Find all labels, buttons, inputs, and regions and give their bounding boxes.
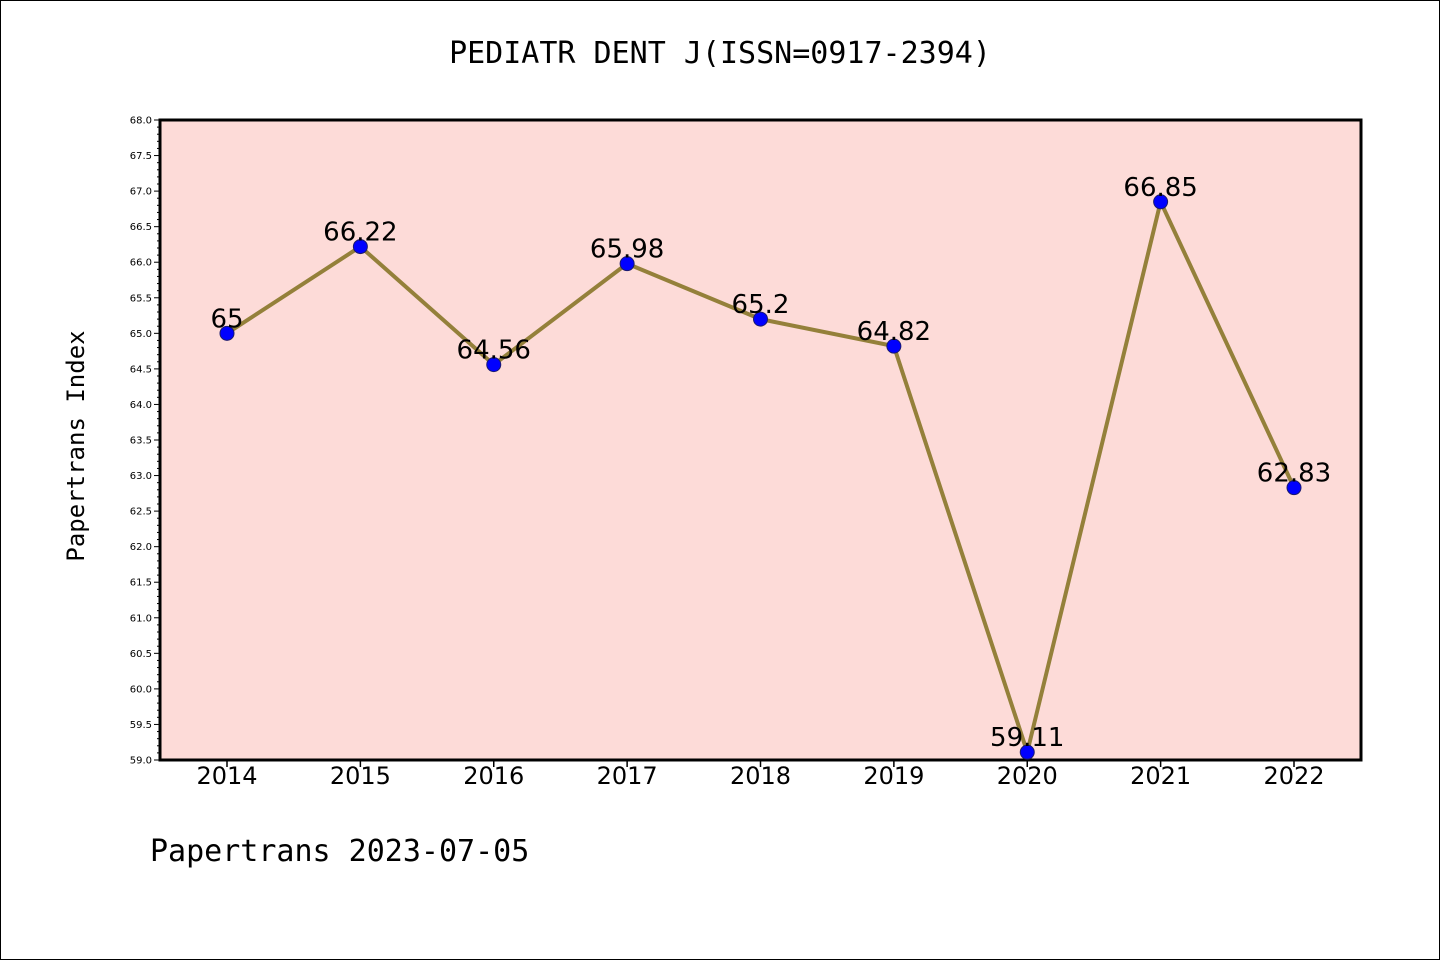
- x-tick-label: 2015: [330, 762, 391, 790]
- data-label: 65.2: [732, 290, 790, 320]
- y-tick-label: 59.0: [130, 756, 152, 767]
- y-tick-label: 61.0: [130, 613, 152, 624]
- data-point: [619, 256, 635, 272]
- y-tick-label: 63.0: [130, 471, 152, 482]
- y-tick-label: 59.5: [130, 720, 152, 731]
- x-tick-label: 2017: [597, 762, 658, 790]
- data-label: 66.85: [1123, 173, 1197, 203]
- data-point: [753, 311, 768, 327]
- y-tick-label: 61.5: [130, 578, 152, 589]
- data-label: 64.56: [457, 336, 531, 366]
- x-axis: 2014 2015 2016 2017 2018 2019 2020 2021 2022: [196, 760, 1325, 790]
- data-label: 62.83: [1257, 459, 1331, 489]
- data-point: [1286, 480, 1302, 496]
- x-tick-label: 2020: [997, 762, 1058, 790]
- chart-title: PEDIATR DENT J(ISSN=0917-2394): [449, 36, 991, 71]
- data-label: 66.22: [323, 218, 397, 248]
- y-tick-label: 67.0: [130, 187, 152, 198]
- y-tick-label: 64.5: [130, 364, 152, 375]
- data-label: 64.82: [857, 317, 931, 347]
- data-point: [886, 338, 902, 354]
- series-group: [219, 194, 1302, 760]
- data-label: 59.11: [990, 723, 1064, 753]
- y-tick-label: 66.5: [130, 222, 152, 233]
- x-tick-label: 2016: [463, 762, 524, 790]
- data-point: [1153, 194, 1169, 210]
- data-label: 65: [210, 304, 243, 334]
- x-tick-label: 2021: [1130, 762, 1191, 790]
- y-tick-label: 68.0: [130, 116, 152, 127]
- data-point: [352, 239, 368, 255]
- y-axis: 59.0 59.5 60.0 60.5 61.0 61.5 62.0 62.5 63.0 63.5…: [130, 116, 160, 767]
- data-point: [486, 357, 502, 373]
- y-tick-label: 60.0: [130, 684, 152, 695]
- y-tick-label: 60.5: [130, 649, 152, 660]
- data-label: 65.98: [590, 235, 664, 265]
- y-tick-label: 67.5: [130, 151, 152, 162]
- data-point: [219, 325, 235, 341]
- x-tick-label: 2014: [196, 762, 257, 790]
- y-tick-label: 63.5: [130, 436, 152, 447]
- x-tick-label: 2022: [1263, 762, 1324, 790]
- data-labels: 65 66.22 64.56 65.98 65.2 64.82 59.11 66.85 62.8…: [210, 173, 1331, 753]
- data-point: [1019, 744, 1035, 760]
- y-tick-label: 65.5: [130, 293, 152, 304]
- y-tick-label: 62.5: [130, 507, 152, 518]
- y-tick-label: 65.0: [130, 329, 152, 340]
- footer-text: Papertrans 2023-07-05: [150, 834, 530, 869]
- plot-area: [158, 118, 1363, 762]
- x-tick-label: 2018: [730, 762, 791, 790]
- y-tick-label: 66.0: [130, 258, 152, 269]
- y-tick-label: 64.0: [130, 400, 152, 411]
- y-tick-label: 62.0: [130, 542, 152, 553]
- x-tick-label: 2019: [863, 762, 924, 790]
